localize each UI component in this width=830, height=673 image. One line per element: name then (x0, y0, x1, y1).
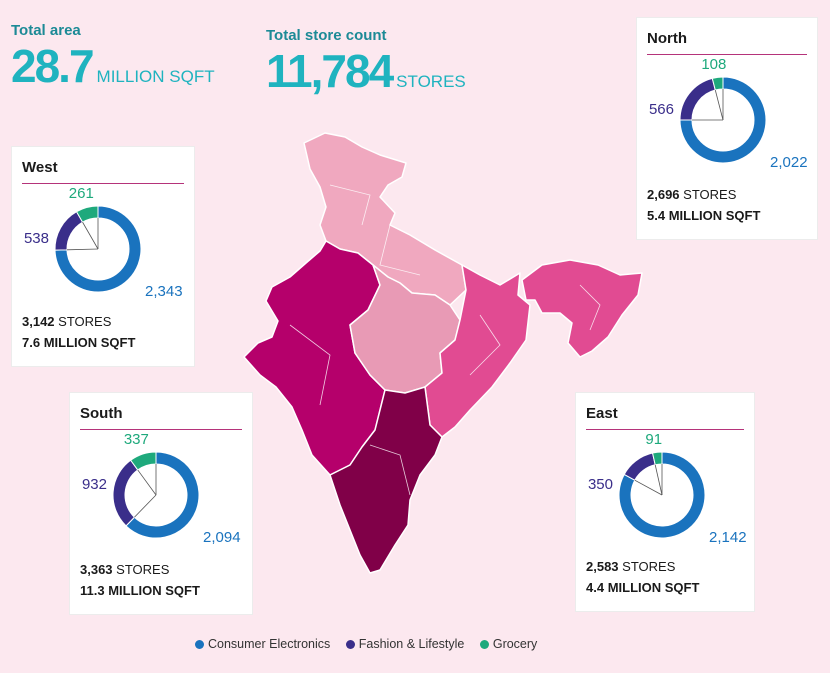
north-stores-unit: STORES (683, 187, 737, 202)
east-stores-value: 2,583 (586, 559, 619, 574)
west-area-value: 7.6 (22, 335, 41, 350)
total-area-kpi: Total area 28.7 MILLION SQFT (11, 22, 215, 93)
east-panel-divider (586, 429, 744, 430)
west-value-label-fashion-lifestyle: 538 (24, 230, 49, 247)
legend-label-grocery: Grocery (492, 637, 538, 651)
south-value-label-consumer-electronics: 2,094 (203, 529, 241, 546)
east-area-stat: 4.4 MILLION SQFT (586, 580, 699, 595)
east-value-label-fashion-lifestyle: 350 (588, 476, 613, 493)
south-slice-divider (134, 494, 157, 518)
east-panel-title: East (586, 405, 618, 422)
west-stores-stat: 3,142 STORES (22, 314, 111, 329)
west-panel-title: West (22, 159, 58, 176)
south-stores-stat: 3,363 STORES (80, 562, 169, 577)
legend-label-consumer-electronics: Consumer Electronics (208, 637, 331, 651)
total-stores-kpi: Total store count 11,784 STORES (266, 27, 466, 98)
legend-marker-fashion-lifestyle (345, 640, 355, 649)
india-region-map (243, 132, 643, 574)
east-slice-divider (654, 464, 663, 496)
east-value-label-consumer-electronics: 2,142 (709, 529, 747, 546)
legend-consumer-electronics: Consumer Electronics (195, 637, 330, 651)
south-stores-value: 3,363 (80, 562, 113, 577)
south-area-unit: MILLION SQFT (108, 583, 200, 598)
west-stores-value: 3,142 (22, 314, 55, 329)
east-donut-chart: 2,142 350 91 (588, 431, 747, 546)
south-area-value: 11.3 (80, 583, 105, 598)
west-region-panel: West 2,343 538 261 3,142 STORES 7.6 MILLION S… (11, 146, 195, 367)
west-slice-divider (67, 248, 99, 251)
legend-label-fashion-lifestyle: Fashion & Lifestyle (358, 637, 465, 651)
east-stores-unit: STORES (622, 559, 676, 574)
west-area-unit: MILLION SQFT (43, 335, 136, 350)
total-area-unit: MILLION SQFT (96, 67, 215, 86)
south-panel-title: South (80, 405, 123, 422)
total-stores-unit: STORES (396, 72, 466, 91)
south-region-panel: South 2,094 932 337 3,363 STORES 11.3 MILLION… (69, 392, 253, 615)
south-value-label-fashion-lifestyle: 932 (82, 476, 107, 493)
west-value-label-consumer-electronics: 2,343 (145, 283, 183, 300)
map-south-region (329, 386, 443, 574)
north-donut-chart: 2,022 566 108 (649, 56, 808, 171)
north-area-value: 5.4 (647, 208, 666, 223)
north-stores-value: 2,696 (647, 187, 680, 202)
north-value-label-grocery: 108 (701, 56, 726, 73)
east-slice-divider (634, 479, 663, 496)
south-area-stat: 11.3 MILLION SQFT (80, 583, 200, 598)
west-area-stat: 7.6 MILLION SQFT (22, 335, 135, 350)
chart-legend: Consumer Electronics Fashion & Lifestyle… (195, 637, 549, 651)
north-panel-title: North (647, 30, 687, 47)
north-value-label-consumer-electronics: 2,022 (770, 154, 808, 171)
south-donut-chart: 2,094 932 337 (82, 431, 241, 546)
north-panel-divider (647, 54, 807, 55)
north-stores-stat: 2,696 STORES (647, 187, 736, 202)
north-region-panel: North 2,022 566 108 2,696 STORES 5.4 MILLION … (636, 17, 818, 240)
west-slice-divider (82, 221, 99, 250)
west-panel-divider (22, 183, 184, 184)
west-value-label-grocery: 261 (69, 185, 94, 202)
east-region-panel: East 2,142 350 91 2,583 STORES 4.4 MILLION SQ… (575, 392, 755, 612)
legend-grocery: Grocery (479, 637, 538, 651)
legend-marker-grocery (479, 640, 489, 649)
north-area-stat: 5.4 MILLION SQFT (647, 208, 760, 223)
east-area-value: 4.4 (586, 580, 605, 595)
west-stores-unit: STORES (58, 314, 112, 329)
south-stores-unit: STORES (116, 562, 170, 577)
map-east-region (424, 259, 643, 438)
south-value-label-grocery: 337 (124, 431, 149, 448)
north-area-unit: MILLION SQFT (668, 208, 761, 223)
total-stores-label: Total store count (266, 27, 387, 44)
total-area-value: 28.7 (11, 40, 95, 92)
total-stores-value: 11,784 (266, 45, 394, 97)
north-value-label-fashion-lifestyle: 566 (649, 101, 674, 118)
legend-fashion-lifestyle: Fashion & Lifestyle (345, 637, 465, 651)
south-slice-divider (137, 469, 157, 496)
east-value-label-grocery: 91 (645, 431, 662, 448)
west-donut-chart: 2,343 538 261 (24, 185, 183, 300)
east-stores-stat: 2,583 STORES (586, 559, 675, 574)
east-area-unit: MILLION SQFT (607, 580, 700, 595)
north-slice-divider (714, 89, 724, 121)
total-area-label: Total area (11, 22, 81, 39)
south-panel-divider (80, 429, 242, 430)
legend-marker-consumer-electronics (195, 640, 204, 649)
